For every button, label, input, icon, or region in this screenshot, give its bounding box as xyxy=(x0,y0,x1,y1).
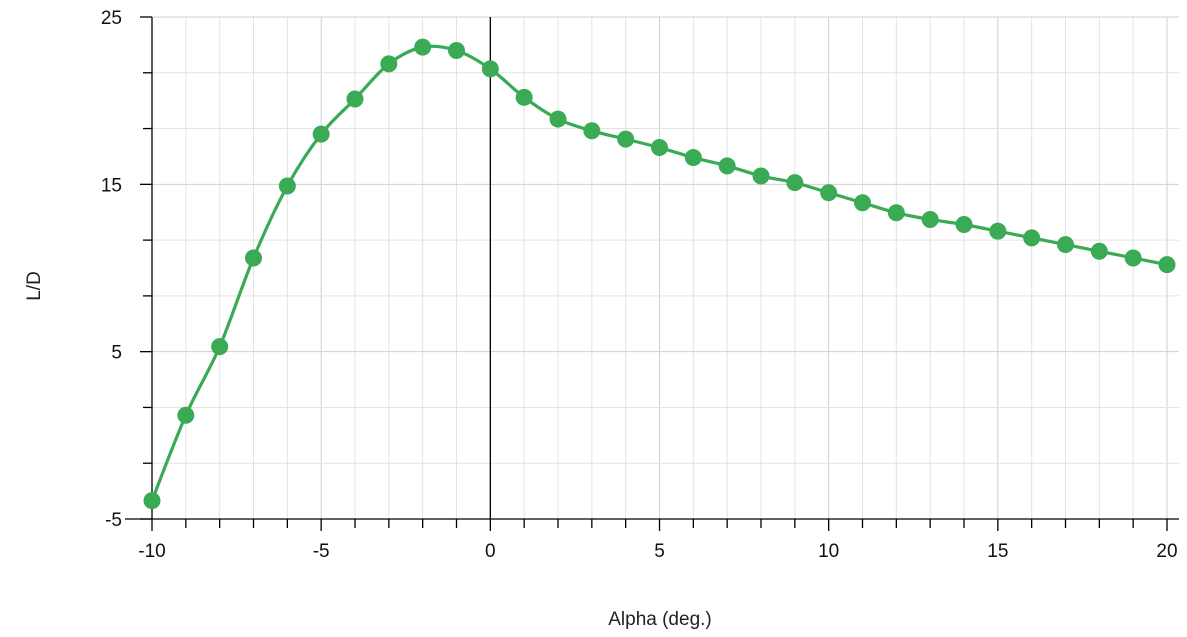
data-point xyxy=(1090,242,1108,260)
data-point xyxy=(684,149,702,167)
y-tick-label: 15 xyxy=(101,175,122,196)
data-point xyxy=(448,41,465,59)
grid xyxy=(151,16,1179,520)
data-point xyxy=(1057,236,1074,254)
x-tick-label: 15 xyxy=(987,541,1008,562)
data-point xyxy=(718,157,736,175)
data-point xyxy=(1124,249,1142,267)
data-point xyxy=(312,125,330,143)
x-tick-label: -10 xyxy=(138,541,165,562)
plot-area xyxy=(143,38,1176,510)
data-point xyxy=(211,338,229,356)
data-point xyxy=(177,406,195,424)
data-point xyxy=(820,184,838,202)
data-point xyxy=(887,204,905,222)
data-point xyxy=(955,215,973,233)
data-point xyxy=(786,174,804,192)
data-point xyxy=(278,177,296,195)
data-point xyxy=(380,55,398,73)
data-point xyxy=(583,122,601,140)
data-point xyxy=(515,88,533,106)
x-tick-label: -5 xyxy=(313,541,330,562)
y-tick-label: 25 xyxy=(101,8,122,29)
data-point xyxy=(414,38,432,56)
data-point xyxy=(549,110,567,128)
data-point xyxy=(481,60,499,78)
x-tick-label: 0 xyxy=(485,541,496,562)
y-tick-label: -5 xyxy=(105,510,122,531)
axes: -10 -5 0 5 10 15 20 -5 5 15 25 xyxy=(101,8,1179,562)
data-point xyxy=(989,222,1007,240)
y-tick-label: 5 xyxy=(111,343,122,364)
y-axis-title: L/D xyxy=(24,271,45,301)
data-point xyxy=(854,194,871,212)
data-point xyxy=(651,139,668,157)
x-tick-label: 20 xyxy=(1156,541,1177,562)
data-point xyxy=(921,210,939,228)
x-axis-title: Alpha (deg.) xyxy=(608,609,712,630)
data-point xyxy=(245,249,262,267)
data-point xyxy=(617,130,635,148)
data-point xyxy=(1158,256,1176,274)
data-point xyxy=(1023,229,1041,247)
data-point xyxy=(143,492,161,510)
data-point xyxy=(752,167,770,185)
data-point xyxy=(346,90,364,108)
x-tick-label: 5 xyxy=(654,541,665,562)
x-tick-label: 10 xyxy=(818,541,839,562)
